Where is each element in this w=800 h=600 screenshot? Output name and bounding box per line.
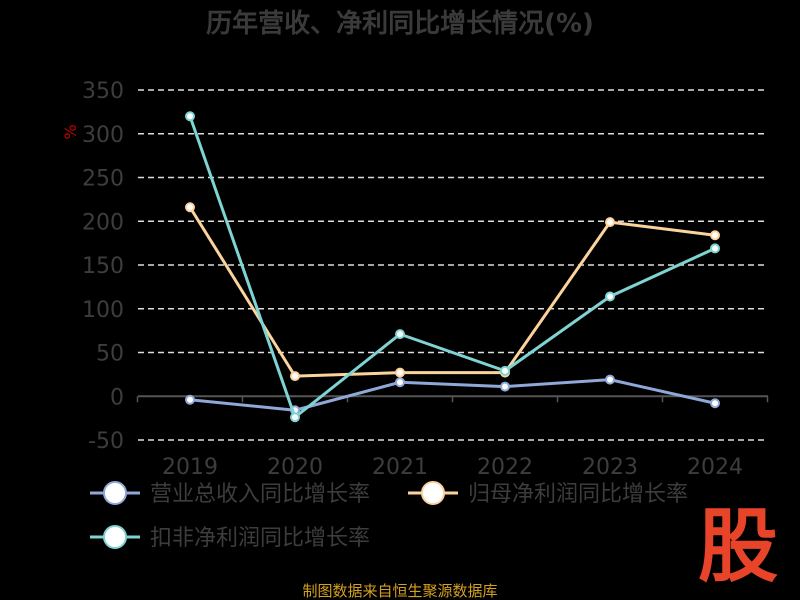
data-point: [185, 111, 195, 122]
x-tick-label: 2022: [477, 455, 533, 480]
x-tick-label: 2024: [687, 455, 743, 480]
brand-logo: 股: [698, 500, 778, 593]
legend-label: 扣非净利润同比增长率: [150, 526, 370, 551]
data-source-note: 制图数据来自恒生聚源数据库: [302, 582, 497, 600]
data-point: [710, 398, 720, 409]
data-point: [185, 394, 195, 405]
x-tick-label: 2023: [582, 455, 638, 480]
y-tick-label: 0: [110, 385, 124, 410]
data-point: [710, 243, 720, 254]
series-3: [185, 111, 720, 423]
data-point: [605, 291, 615, 302]
legend-item[interactable]: 归母净利润同比增长率: [408, 481, 688, 507]
x-tick-label: 2021: [372, 455, 428, 480]
y-tick-label: 150: [82, 254, 124, 279]
legend-label: 归母净利润同比增长率: [468, 482, 688, 507]
series-line: [188, 206, 716, 378]
y-axis-ticks: 350 300 250 200 150 100 50 0 -50: [82, 79, 124, 454]
grid-lines: [138, 89, 768, 441]
data-point: [185, 202, 195, 213]
y-tick-label: 250: [82, 167, 124, 192]
legend-marker: [421, 481, 445, 505]
data-point: [500, 365, 510, 376]
y-tick-label: 200: [82, 210, 124, 235]
legend-item[interactable]: 营业总收入同比增长率: [90, 481, 370, 507]
y-tick-label: 300: [82, 123, 124, 148]
y-tick-label: 100: [82, 298, 124, 323]
x-axis-ticks: 2019 2020 2021 2022 2023 2024: [136, 396, 769, 480]
series-lines: [185, 111, 720, 423]
legend-marker: [103, 525, 127, 549]
series-line: [188, 115, 716, 419]
x-tick-label: 2020: [267, 455, 323, 480]
legend-label: 营业总收入同比增长率: [150, 482, 370, 507]
legend-item[interactable]: 扣非净利润同比增长率: [90, 525, 370, 551]
y-axis-unit: %: [61, 124, 80, 139]
data-point: [395, 329, 405, 340]
series-1: [185, 374, 720, 416]
data-point: [290, 412, 300, 423]
data-point: [500, 381, 510, 392]
data-point: [710, 230, 720, 241]
series-line: [189, 378, 716, 412]
data-point: [395, 377, 405, 388]
legend-marker: [103, 481, 127, 505]
data-point: [290, 371, 300, 382]
data-point: [395, 367, 405, 378]
data-point: [605, 217, 615, 228]
y-tick-label: 350: [82, 79, 124, 104]
data-point: [605, 374, 615, 385]
chart-title: 历年营收、净利同比增长情况(%): [206, 8, 594, 39]
y-tick-label: -50: [88, 429, 124, 454]
x-tick-label: 2019: [162, 455, 218, 480]
y-tick-label: 50: [96, 342, 124, 367]
